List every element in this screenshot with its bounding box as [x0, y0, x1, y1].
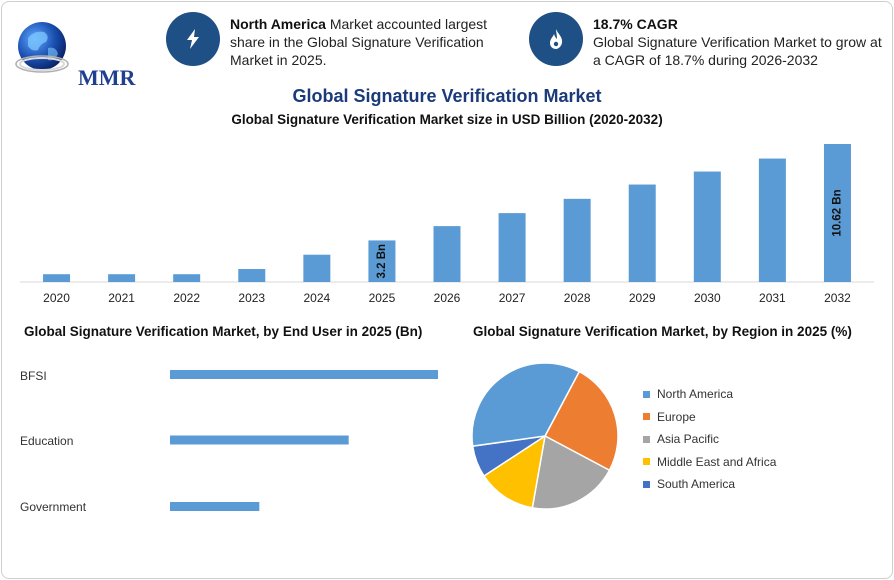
region-chart-title: Global Signature Verification Market, by… [473, 324, 852, 339]
mmr-logo: MMR [14, 18, 138, 90]
bar-2020 [43, 274, 71, 282]
legend-item-middle-east-africa: Middle East and Africa [643, 451, 776, 474]
info-card-cagr: 18.7% CAGR Global Signature Verification … [529, 12, 889, 69]
logo-text: MMR [78, 65, 136, 90]
x-tick-label: 2022 [173, 291, 200, 305]
market-size-bar-chart: 2020 2021 2022 2023 2024 2025 2026 2027 2028 2029… [20, 144, 874, 305]
globe-icon [15, 22, 69, 73]
region-legend: North America Europe Asia Pacific Middle… [643, 383, 776, 496]
end-user-label-education: Education [20, 434, 74, 448]
info-text-north-america: North America Market accounted largest s… [230, 16, 488, 68]
x-tick-label: 2020 [43, 291, 70, 305]
x-tick-label: 2029 [629, 291, 656, 305]
pie-slice-asia-pacific [531, 434, 611, 510]
x-tick-label: 2028 [564, 291, 591, 305]
bar-2021 [108, 274, 136, 282]
bar-data-label: 3.2 Bn [376, 244, 388, 279]
x-tick-label: 2021 [108, 291, 135, 305]
x-tick-label: 2026 [434, 291, 461, 305]
legend-item-north-america: North America [643, 383, 776, 406]
bar-data-label: 10.62 Bn [831, 189, 843, 236]
bar-2022 [173, 274, 201, 282]
pie-slice-north-america [471, 362, 581, 448]
end-user-label-government: Government [20, 500, 87, 514]
bar-2025 [368, 240, 396, 282]
x-tick-label: 2031 [759, 291, 786, 305]
main-title: Global Signature Verification Market [292, 86, 602, 106]
x-tick-label: 2027 [499, 291, 526, 305]
x-tick-label: 2024 [303, 291, 330, 305]
legend-item-asia-pacific: Asia Pacific [643, 428, 776, 451]
pie-slice-middle-east-and-africa [482, 434, 547, 509]
end-user-label-bfsi: BFSI [20, 369, 47, 383]
x-tick-label: 2032 [824, 291, 851, 305]
info-card-north-america: North America Market accounted largest s… [166, 12, 506, 69]
legend-item-europe: Europe [643, 406, 776, 429]
region-pie-chart [471, 362, 619, 510]
bar-2031 [758, 158, 786, 282]
end-user-chart-title: Global Signature Verification Market, by… [24, 324, 423, 339]
bar-2029 [628, 184, 656, 282]
market-size-chart-title: Global Signature Verification Market siz… [231, 112, 663, 127]
bar-2032 [823, 144, 851, 282]
bar-2023 [238, 269, 266, 282]
info-text-cagr: 18.7% CAGR Global Signature Verification … [593, 16, 882, 68]
bar-2026 [433, 226, 461, 282]
legend-item-south-america: South America [643, 473, 776, 496]
x-tick-label: 2023 [238, 291, 265, 305]
bar-2024 [303, 254, 331, 282]
lightning-icon [166, 12, 220, 66]
bar-2030 [693, 171, 721, 282]
bar-2027 [498, 213, 526, 282]
x-tick-label: 2030 [694, 291, 721, 305]
x-tick-label: 2025 [369, 291, 396, 305]
flame-icon [529, 12, 583, 66]
bar-2028 [563, 198, 591, 282]
